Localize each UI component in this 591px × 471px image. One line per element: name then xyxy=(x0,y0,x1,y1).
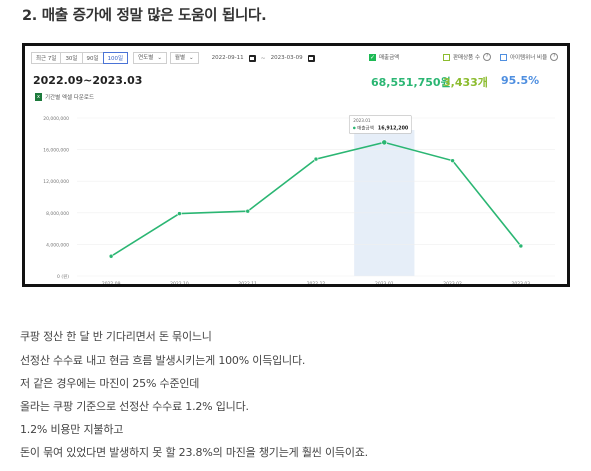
x-tick-label: 2022.11 xyxy=(238,281,257,284)
date-to-field[interactable]: 2023-03-09 xyxy=(268,52,318,64)
help-icon[interactable]: ? xyxy=(483,53,492,61)
checkbox-icon[interactable] xyxy=(443,53,450,61)
period-select-value: 월별 xyxy=(174,55,186,61)
range-100days-button[interactable]: 100일 xyxy=(102,52,129,64)
y-tick-label: 16,000,000 xyxy=(43,148,69,154)
date-toolbar: 최근 7일 30일 90일 100일 연도별 ⌄ 월별 ⌄ 2022-09-11 ~… xyxy=(31,51,318,65)
chevron-down-icon: ⌄ xyxy=(157,55,162,61)
summary-sales-amount: 68,551,750원 xyxy=(371,76,451,89)
x-tick-label: 2022.09 xyxy=(102,281,121,284)
body-line-3: 저 같은 경우에는 마진이 25% 수준인데 xyxy=(20,377,200,390)
y-tick-label: 12,000,000 xyxy=(43,179,69,185)
x-tick-label: 2022.10 xyxy=(170,281,189,284)
dashboard-screenshot: 최근 7일 30일 90일 100일 연도별 ⌄ 월별 ⌄ 2022-09-11 ~… xyxy=(22,43,570,287)
data-point xyxy=(518,243,524,249)
range-90days-button[interactable]: 90일 xyxy=(81,52,104,64)
date-to-value: 2023-03-09 xyxy=(270,55,303,61)
legend-item-winner-ratio[interactable]: 아이템위너 비율 ? xyxy=(500,53,559,61)
summary-period: 2022.09~2023.03 xyxy=(33,74,143,87)
y-tick-label: 20,000,000 xyxy=(43,116,69,122)
date-from-field[interactable]: 2022-09-11 xyxy=(209,52,259,64)
legend-sales-amount[interactable]: ✓ 매출금액 xyxy=(369,53,399,61)
excel-download-button[interactable]: x 기간별 엑셀 다운로드 xyxy=(35,93,94,101)
date-separator: ~ xyxy=(260,54,266,62)
calendar-icon[interactable] xyxy=(307,54,315,62)
highlight-band xyxy=(354,130,415,276)
unit-select-value: 연도별 xyxy=(138,55,154,61)
y-tick-label: 0 (원) xyxy=(57,273,69,280)
data-point xyxy=(381,139,388,146)
y-tick-label: 4,000,000 xyxy=(46,242,69,248)
excel-download-label: 기간별 엑셀 다운로드 xyxy=(45,95,95,101)
legend-units-sold[interactable]: 판매상품 수 ? xyxy=(443,53,492,61)
summary-ratio: 95.5% xyxy=(501,74,540,87)
body-line-5: 1.2% 비용만 지불하고 xyxy=(20,423,124,436)
tooltip-title: 2023.01 xyxy=(353,118,371,123)
range-7days-button[interactable]: 최근 7일 xyxy=(31,52,62,64)
calendar-icon[interactable] xyxy=(248,54,256,62)
excel-file-icon: x xyxy=(35,93,42,101)
x-tick-label: 2023.02 xyxy=(443,281,462,284)
body-line-4: 올라는 쿠팡 기준으로 선정산 수수료 1.2% 입니다. xyxy=(20,400,249,413)
chevron-down-icon: ⌄ xyxy=(189,55,194,61)
data-point xyxy=(450,158,455,163)
body-line-1: 쿠팡 정산 한 달 반 기다리면서 돈 묶이느니 xyxy=(20,330,212,343)
tooltip-box xyxy=(348,115,412,134)
period-select[interactable]: 월별 ⌄ xyxy=(169,52,199,64)
summary-units-sold: 3,433개 xyxy=(443,76,488,89)
help-icon[interactable]: ? xyxy=(550,53,559,61)
x-tick-label: 2022.12 xyxy=(307,281,326,284)
data-point xyxy=(177,211,182,216)
legend-sales-label: 매출금액 xyxy=(379,55,400,61)
body-line-6: 돈이 묶여 있었다면 발생하지 못 할 23.8%의 마진을 챙기는게 훨씬 이… xyxy=(20,446,368,459)
date-from-value: 2022-09-11 xyxy=(211,55,244,61)
checkbox-icon[interactable] xyxy=(500,53,507,61)
tooltip-label: 매출금액 xyxy=(357,124,374,131)
tooltip-value: 16,912,200 xyxy=(378,125,409,131)
x-tick-label: 2023.03 xyxy=(512,281,531,284)
data-point xyxy=(313,156,319,162)
sales-line-chart: 0 (원) 4,000,000 8,000,000 12,000,000 16,000,… xyxy=(43,115,555,284)
section-heading: 2. 매출 증가에 정말 많은 도움이 됩니다. xyxy=(22,8,267,24)
checkbox-checked-icon[interactable]: ✓ xyxy=(369,53,376,61)
data-point xyxy=(108,253,114,259)
legend-ratio-label: 아이템위너 비율 xyxy=(510,55,548,61)
unit-select[interactable]: 연도별 ⌄ xyxy=(133,52,167,64)
tooltip-marker xyxy=(352,126,356,130)
data-point xyxy=(245,208,251,214)
range-30days-button[interactable]: 30일 xyxy=(60,52,83,64)
body-line-2: 선정산 수수료 내고 현금 흐름 발생시키는게 100% 이득입니다. xyxy=(20,354,306,367)
y-tick-label: 8,000,000 xyxy=(46,211,69,217)
x-tick-label: 2023.01 xyxy=(375,281,394,284)
legend-units-label: 판매상품 수 xyxy=(453,55,481,61)
